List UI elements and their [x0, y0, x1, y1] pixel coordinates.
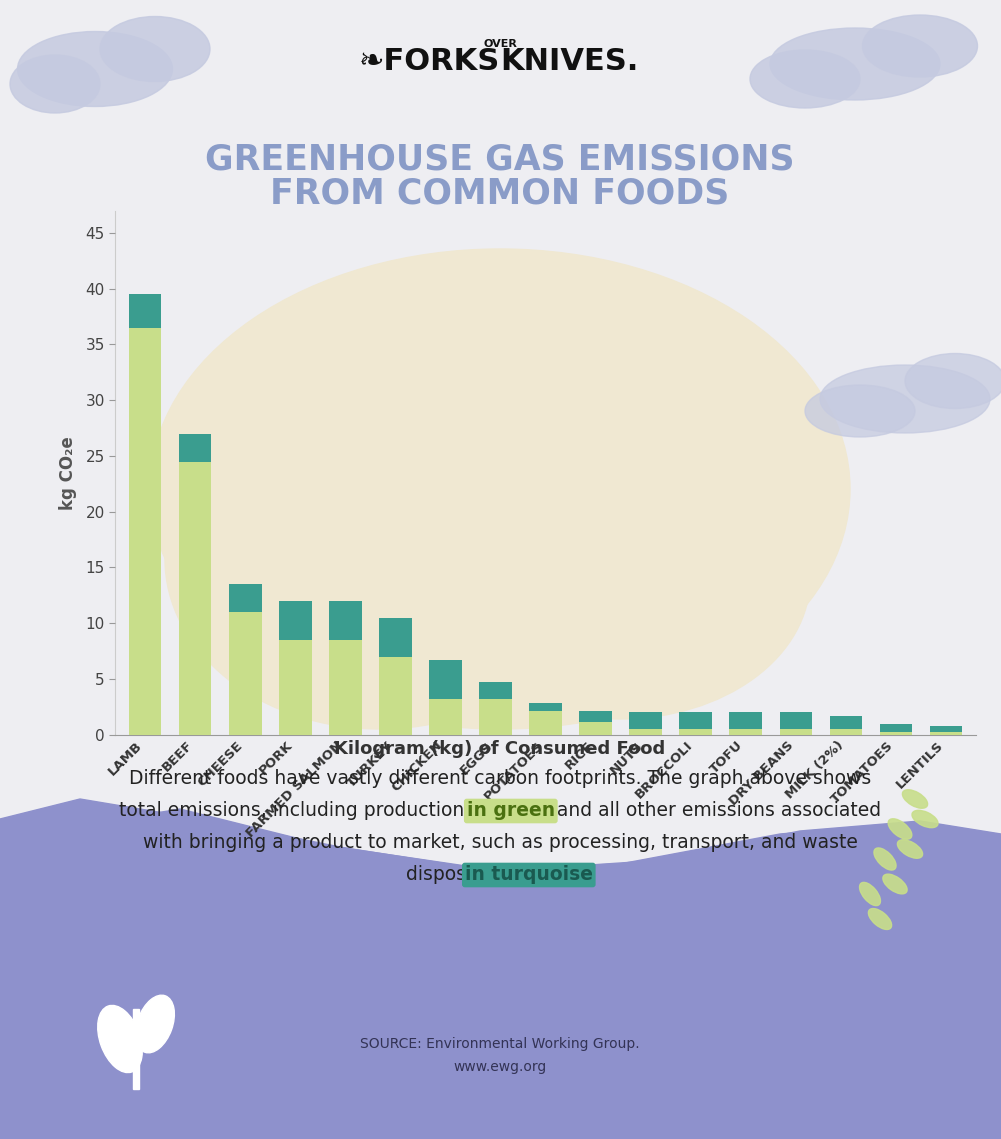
Bar [429, 659, 461, 699]
Text: FROM COMMON FOODS: FROM COMMON FOODS [270, 177, 730, 211]
Bar [279, 640, 311, 735]
Ellipse shape [863, 15, 978, 77]
Ellipse shape [98, 1006, 142, 1073]
Bar [179, 461, 211, 735]
Ellipse shape [805, 385, 915, 437]
Bar [429, 699, 461, 735]
Bar [630, 729, 662, 735]
Ellipse shape [17, 32, 172, 107]
Text: OVER: OVER [483, 39, 517, 49]
Bar [730, 712, 762, 729]
Text: Kilogram (kg) of Consumed Food: Kilogram (kg) of Consumed Food [334, 740, 666, 757]
Ellipse shape [820, 364, 990, 433]
Text: SOURCE: Environmental Working Group.: SOURCE: Environmental Working Group. [360, 1036, 640, 1051]
Bar [830, 729, 862, 735]
Text: total emissions, including production (           ) and all other emissions asso: total emissions, including production ( … [119, 802, 881, 820]
Text: ❧FORKS: ❧FORKS [358, 47, 500, 75]
Bar [279, 601, 311, 640]
Bar [880, 723, 912, 732]
Bar [630, 712, 662, 729]
Bar [780, 729, 812, 735]
Text: in turquoise: in turquoise [464, 866, 593, 885]
Bar [930, 726, 962, 732]
Bar [229, 584, 261, 612]
Bar [479, 699, 512, 735]
Ellipse shape [860, 883, 881, 906]
Bar [379, 656, 411, 735]
Ellipse shape [770, 28, 940, 100]
Bar [479, 682, 512, 699]
Ellipse shape [905, 353, 1001, 409]
Bar [179, 434, 211, 461]
Bar [580, 722, 612, 735]
Ellipse shape [165, 390, 595, 729]
Text: KNIVES.: KNIVES. [500, 47, 639, 75]
Ellipse shape [10, 55, 100, 113]
Bar [129, 328, 161, 735]
Bar [930, 732, 962, 735]
Ellipse shape [750, 50, 860, 108]
Bar [229, 612, 261, 735]
Ellipse shape [874, 847, 896, 870]
Bar [780, 712, 812, 729]
Ellipse shape [430, 439, 810, 719]
Ellipse shape [200, 279, 800, 499]
Bar [830, 715, 862, 729]
Ellipse shape [869, 909, 892, 929]
Polygon shape [0, 809, 1001, 1139]
Text: www.ewg.org: www.ewg.org [453, 1060, 547, 1074]
Text: in green: in green [466, 802, 555, 820]
Polygon shape [0, 798, 1001, 901]
Bar [530, 711, 562, 735]
Bar [129, 294, 161, 328]
Ellipse shape [883, 874, 907, 894]
Ellipse shape [912, 810, 938, 828]
Bar [530, 704, 562, 711]
Bar [133, 1009, 139, 1089]
Ellipse shape [902, 789, 928, 809]
Ellipse shape [100, 16, 210, 82]
Ellipse shape [897, 839, 923, 859]
Bar [329, 640, 361, 735]
Bar [680, 729, 712, 735]
Bar [329, 601, 361, 640]
Ellipse shape [150, 249, 850, 729]
Bar [379, 617, 411, 656]
Ellipse shape [888, 819, 912, 839]
Text: with bringing a product to market, such as processing, transport, and waste: with bringing a product to market, such … [142, 834, 858, 852]
Text: GREENHOUSE GAS EMISSIONS: GREENHOUSE GAS EMISSIONS [205, 142, 795, 177]
Bar [880, 732, 912, 735]
Bar [580, 711, 612, 722]
Y-axis label: kg CO₂e: kg CO₂e [59, 436, 77, 509]
Bar [680, 712, 712, 729]
Text: Different foods have vastly different carbon footprints. The graph above shows: Different foods have vastly different ca… [129, 770, 871, 788]
Ellipse shape [135, 995, 174, 1052]
Text: disposal (              ).: disposal ( ). [406, 866, 594, 885]
Bar [730, 729, 762, 735]
